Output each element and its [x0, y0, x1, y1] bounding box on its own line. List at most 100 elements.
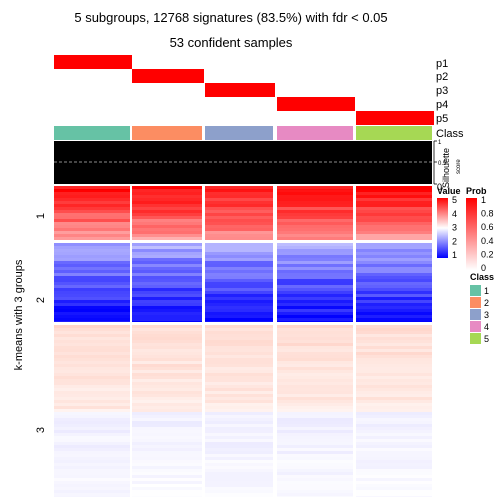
heatmap-row-cell [205, 288, 273, 291]
heatmap-row-cell [54, 252, 130, 255]
heatmap-row-cell [277, 331, 353, 334]
heatmap-row-cell [356, 195, 432, 198]
heatmap-row-cell [205, 394, 273, 397]
heatmap-row-cell [132, 412, 202, 415]
heatmap-row-cell [356, 415, 432, 418]
heatmap-row-cell [277, 493, 353, 496]
heatmap-row-cell [277, 412, 353, 415]
heatmap-row-cell [277, 379, 353, 382]
heatmap-row-cell [132, 463, 202, 466]
heatmap-row-cell [132, 219, 202, 222]
heatmap-row-cell [132, 424, 202, 427]
class-cell [277, 126, 353, 140]
heatmap-row-cell [132, 364, 202, 367]
heatmap-row-cell [356, 321, 432, 322]
heatmap-row-cell [356, 237, 432, 240]
heatmap-row-cell [277, 264, 353, 267]
heatmap-row-cell [132, 448, 202, 451]
heatmap-row-cell [205, 379, 273, 382]
heatmap-row-cell [54, 207, 130, 210]
heatmap-row-cell [356, 312, 432, 315]
heatmap-row-cell [205, 285, 273, 288]
heatmap-row-cell [132, 361, 202, 364]
prob-legend-title: Prob [466, 186, 487, 196]
heatmap-row-cell [356, 328, 432, 331]
heatmap-row-cell [132, 222, 202, 225]
heatmap-row-cell [277, 325, 353, 328]
heatmap-row-cell [205, 328, 273, 331]
heatmap-row-cell [277, 237, 353, 240]
heatmap-row-cell [356, 418, 432, 421]
heatmap-row-cell [356, 484, 432, 487]
heatmap-row-cell [54, 315, 130, 318]
heatmap-row-cell [277, 303, 353, 306]
heatmap-row-cell [356, 454, 432, 457]
heatmap-row-cell [277, 279, 353, 282]
heatmap-row-cell [205, 475, 273, 478]
group-label: p5 [436, 113, 448, 125]
heatmap-row-cell [205, 358, 273, 361]
heatmap-row-cell [277, 406, 353, 409]
heatmap-row-cell [54, 421, 130, 424]
heatmap-row-cell [277, 487, 353, 490]
heatmap-row-cell [277, 394, 353, 397]
heatmap-row-cell [54, 294, 130, 297]
class-legend-title: Class [470, 272, 494, 282]
heatmap-row-cell [205, 430, 273, 433]
heatmap-row-cell [277, 249, 353, 252]
heatmap-row-cell [277, 343, 353, 346]
heatmap-row-cell [54, 201, 130, 204]
heatmap-row-cell [277, 355, 353, 358]
heatmap-row-cell [54, 397, 130, 400]
heatmap-row-cell [356, 264, 432, 267]
heatmap-row-cell [132, 237, 202, 240]
heatmap-row-cell [356, 367, 432, 370]
heatmap-row-cell [356, 261, 432, 264]
heatmap-row-cell [205, 457, 273, 460]
heatmap-row-cell [205, 346, 273, 349]
heatmap-row-cell [132, 303, 202, 306]
heatmap-row-cell [356, 382, 432, 385]
class-legend-swatch [470, 297, 481, 308]
heatmap-row-cell [54, 364, 130, 367]
heatmap-row-cell [277, 415, 353, 418]
heatmap-row-cell [132, 391, 202, 394]
heatmap-row-cell [356, 430, 432, 433]
heatmap-row-cell [277, 258, 353, 261]
heatmap-row-cell [54, 337, 130, 340]
heatmap-row-cell [277, 400, 353, 403]
heatmap-row-cell [54, 487, 130, 490]
heatmap-row-cell [356, 210, 432, 213]
heatmap-row-cell [277, 273, 353, 276]
heatmap-row-cell [205, 267, 273, 270]
heatmap-row-cell [54, 219, 130, 222]
heatmap-row-cell [132, 466, 202, 469]
heatmap-row-cell [205, 382, 273, 385]
heatmap-row-cell [54, 451, 130, 454]
heatmap-row-cell [54, 352, 130, 355]
heatmap-row-cell [205, 454, 273, 457]
heatmap-row-cell [54, 300, 130, 303]
heatmap-row-cell [205, 261, 273, 264]
heatmap-row-cell [356, 315, 432, 318]
heatmap-row-cell [132, 472, 202, 475]
heatmap-row-cell [205, 424, 273, 427]
heatmap-row-cell [132, 288, 202, 291]
heatmap-row-cell [132, 225, 202, 228]
heatmap-row-cell [277, 481, 353, 484]
heatmap-row-cell [277, 436, 353, 439]
heatmap-row-cell [205, 442, 273, 445]
heatmap-row-cell [277, 448, 353, 451]
heatmap-row-cell [356, 463, 432, 466]
class-legend-swatch [470, 285, 481, 296]
heatmap-row-cell [205, 466, 273, 469]
heatmap-row-cell [356, 285, 432, 288]
heatmap-row-cell [132, 469, 202, 472]
probability-bar [277, 97, 355, 111]
group-label: p1 [436, 58, 448, 70]
heatmap-row-cell [356, 421, 432, 424]
heatmap-row-cell [277, 312, 353, 315]
heatmap-row-cell [54, 385, 130, 388]
class-legend-items: 1 2 3 4 5 [470, 285, 489, 344]
